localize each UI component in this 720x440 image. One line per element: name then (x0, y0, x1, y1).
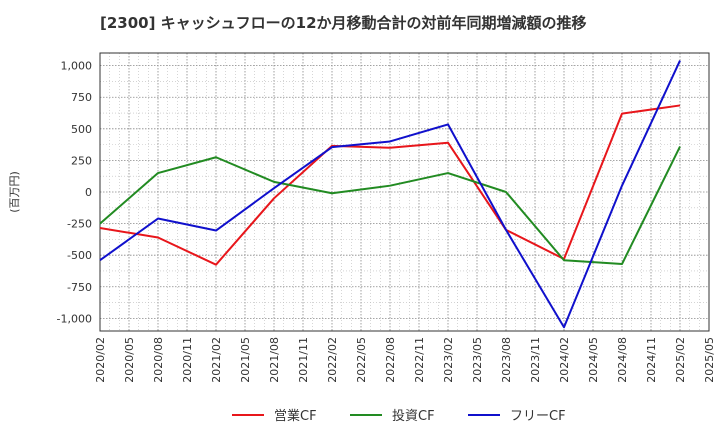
x-tick-label: 2022/08 (384, 337, 397, 383)
x-tick-label: 2022/11 (413, 337, 426, 383)
x-tick-label: 2021/02 (210, 337, 223, 383)
legend-label: フリーCF (510, 409, 566, 424)
y-axis-label: (百万円) (8, 171, 21, 213)
series-group (99, 60, 681, 329)
x-tick-label: 2022/02 (326, 337, 339, 383)
x-axis-ticks: 2020/02 2020/05 2020/08 2020/11 2021/02 2021/… (94, 337, 716, 383)
y-tick-label: -1,000 (57, 312, 92, 325)
x-tick-label: 2024/11 (645, 337, 658, 383)
x-tick-label: 2020/08 (152, 337, 165, 383)
x-tick-label: 2023/05 (471, 337, 484, 383)
x-tick-label: 2025/02 (674, 337, 687, 383)
x-tick-label: 2021/08 (268, 337, 281, 383)
x-tick-label: 2021/11 (297, 337, 310, 383)
x-tick-label: 2021/05 (239, 337, 252, 383)
y-tick-label: 0 (85, 186, 92, 199)
x-tick-label: 2023/11 (529, 337, 542, 383)
x-tick-label: 2025/05 (703, 337, 716, 383)
x-tick-label: 2023/02 (442, 337, 455, 383)
plot-frame (99, 52, 710, 332)
y-tick-label: -750 (67, 281, 92, 294)
chart-title: [2300] キャッシュフローの12か月移動合計の対前年同期増減額の推移 (100, 14, 587, 32)
y-tick-label: 250 (71, 154, 92, 167)
series-line (99, 60, 681, 329)
y-tick-label: 1,000 (61, 60, 93, 73)
legend: 営業CF 投資CF フリーCF (232, 408, 566, 424)
x-tick-label: 2024/02 (558, 337, 571, 383)
series-line (99, 146, 681, 266)
x-tick-label: 2022/05 (355, 337, 368, 383)
x-tick-label: 2020/11 (181, 337, 194, 383)
series-line (99, 104, 681, 266)
y-tick-label: -500 (67, 249, 92, 262)
x-tick-label: 2024/08 (616, 337, 629, 383)
legend-label: 投資CF (392, 408, 435, 424)
y-tick-label: 500 (71, 123, 92, 136)
y-tick-label: 750 (71, 91, 92, 104)
x-tick-label: 2020/05 (123, 337, 136, 383)
legend-label: 営業CF (274, 408, 317, 424)
grid (99, 53, 710, 331)
x-tick-label: 2020/02 (94, 337, 107, 383)
x-tick-label: 2024/05 (587, 337, 600, 383)
x-tick-label: 2023/08 (500, 337, 513, 383)
y-axis-ticks: 1,000 750 500 250 0 -250 -500 -750 -1,000 (57, 60, 92, 326)
y-tick-label: -250 (67, 218, 92, 231)
